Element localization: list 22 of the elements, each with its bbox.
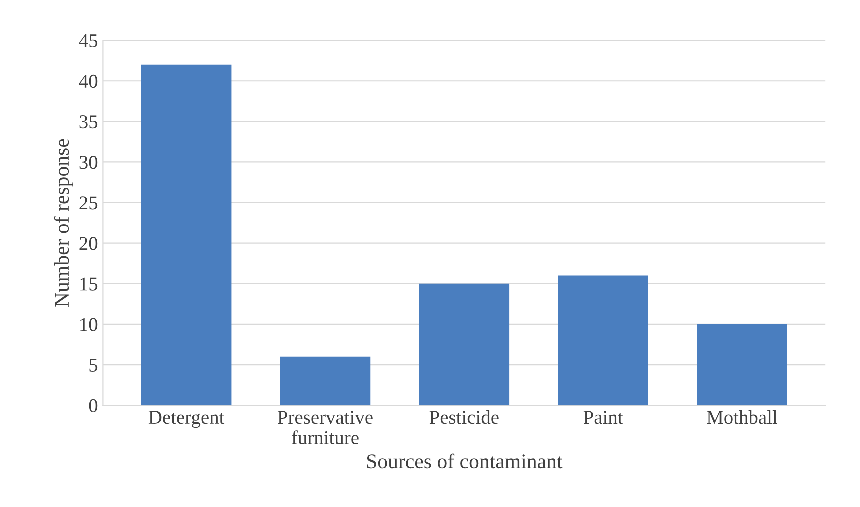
bar bbox=[280, 356, 371, 406]
y-tick-label: 35 bbox=[80, 116, 98, 129]
x-axis-title: Sources of contaminant bbox=[367, 454, 563, 469]
y-tick-label: 5 bbox=[90, 359, 98, 372]
bar bbox=[419, 284, 510, 406]
x-tick-label: Mothball bbox=[707, 410, 778, 424]
y-tick-label: 30 bbox=[80, 156, 98, 170]
x-tick-label: Pesticide bbox=[430, 410, 499, 424]
bar bbox=[141, 64, 232, 406]
x-tick-label: Detergent bbox=[148, 411, 225, 428]
y-tick-label: 40 bbox=[79, 74, 98, 88]
y-tick-label: 15 bbox=[80, 278, 98, 291]
bar bbox=[558, 276, 648, 406]
y-tick-label: 25 bbox=[80, 196, 98, 210]
y-axis-title: Number of response bbox=[54, 139, 74, 307]
bar bbox=[697, 324, 788, 406]
x-tick-label: Paint bbox=[584, 411, 624, 424]
y-tick-label: 0 bbox=[89, 399, 98, 413]
x-tick-label: Preservative furniture bbox=[278, 411, 373, 444]
y-tick-label: 45 bbox=[79, 34, 98, 48]
y-tick-label: 10 bbox=[80, 318, 98, 332]
y-tick-label: 20 bbox=[80, 237, 98, 250]
